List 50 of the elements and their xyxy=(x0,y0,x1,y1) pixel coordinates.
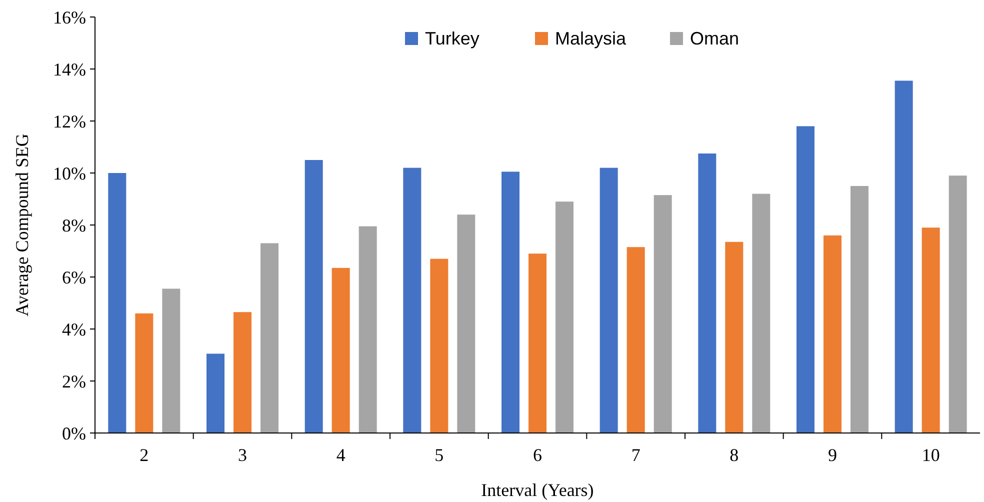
bar xyxy=(304,160,323,433)
bar xyxy=(922,228,940,433)
y-tick-label: 4% xyxy=(62,319,86,340)
y-tick-label: 0% xyxy=(62,423,86,444)
bar xyxy=(332,268,350,433)
y-tick-label: 10% xyxy=(53,163,86,184)
bar xyxy=(206,354,224,433)
bar xyxy=(654,195,672,433)
y-axis-title: Average Compound SEG xyxy=(12,134,32,316)
bar xyxy=(796,126,814,433)
y-tick-label: 12% xyxy=(53,111,86,132)
bar xyxy=(850,186,868,433)
x-tick-label: 6 xyxy=(533,445,542,465)
x-tick-label: 5 xyxy=(434,445,444,465)
bar xyxy=(502,172,520,433)
x-tick-label: 9 xyxy=(828,445,837,465)
bar xyxy=(162,288,180,433)
x-tick-label: 3 xyxy=(238,445,247,465)
x-tick-label: 8 xyxy=(730,445,739,465)
bar xyxy=(725,242,744,433)
x-tick-label: 4 xyxy=(336,445,346,465)
bar xyxy=(358,226,377,433)
y-tick-label: 14% xyxy=(53,59,86,80)
bar xyxy=(403,168,422,433)
legend-label: Turkey xyxy=(425,28,480,48)
bar xyxy=(234,312,252,433)
legend-label: Oman xyxy=(690,28,740,48)
y-tick-label: 16% xyxy=(53,7,86,28)
bar xyxy=(752,194,770,433)
bar xyxy=(108,173,126,433)
bar xyxy=(556,202,574,433)
bar xyxy=(824,235,842,433)
x-tick-label: 10 xyxy=(922,445,940,465)
y-tick-label: 2% xyxy=(62,371,86,392)
bar xyxy=(948,176,967,433)
y-tick-label: 8% xyxy=(62,215,86,236)
bar xyxy=(600,168,618,433)
y-tick-label: 6% xyxy=(62,267,86,288)
bar xyxy=(135,313,154,433)
bar xyxy=(260,243,278,433)
x-tick-label: 7 xyxy=(631,445,640,465)
bar xyxy=(894,80,913,433)
bar xyxy=(457,214,476,433)
bar xyxy=(698,154,716,433)
bar xyxy=(626,247,645,433)
bar xyxy=(528,254,546,433)
bar xyxy=(430,258,448,433)
legend-label: Malaysia xyxy=(555,28,628,48)
x-axis-title: Interval (Years) xyxy=(481,480,594,500)
x-tick-label: 2 xyxy=(140,445,149,465)
